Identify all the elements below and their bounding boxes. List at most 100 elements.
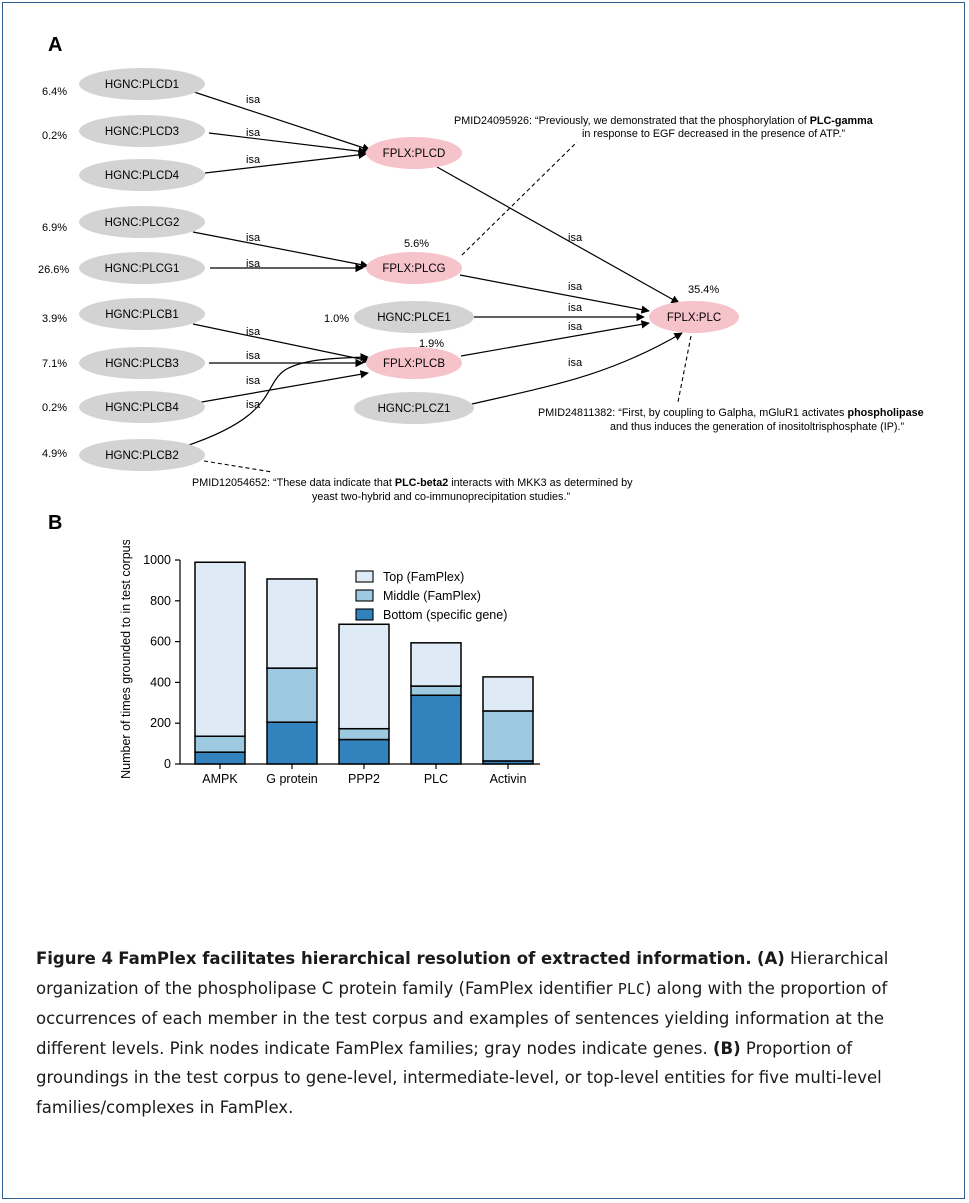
caption-a-label: (A) bbox=[756, 949, 785, 968]
edge-label: isa bbox=[246, 399, 261, 411]
family-node-plcd bbox=[366, 137, 462, 169]
gene-node-plcg2 bbox=[79, 206, 205, 238]
gene-node-label: HGNC:PLCG2 bbox=[105, 217, 180, 229]
y-tick-label: 400 bbox=[150, 675, 171, 689]
edge-plcd1-plcd bbox=[187, 89, 371, 152]
edge-label: isa bbox=[568, 281, 583, 293]
y-tick-label: 0 bbox=[164, 757, 171, 771]
quote1-line1: PMID24095926: “Previously, we demonstrat… bbox=[454, 115, 874, 127]
quote3-line1: PMID12054652: “These data indicate that … bbox=[192, 477, 633, 489]
gene-node-label: HGNC:PLCD3 bbox=[105, 126, 179, 138]
gene-node-label: HGNC:PLCB2 bbox=[105, 450, 179, 462]
edge-plcb1-plcb bbox=[192, 323, 371, 364]
gene-node-label: HGNC:PLCG1 bbox=[105, 263, 180, 275]
x-tick-label: Activin bbox=[490, 772, 527, 786]
edge-plcd4-plcd bbox=[204, 150, 367, 174]
gene-pct: 6.4% bbox=[42, 86, 67, 98]
gene-node-plcb4 bbox=[79, 391, 205, 423]
gene-pct: 3.9% bbox=[42, 313, 67, 325]
family-node-label: FPLX:PLCD bbox=[383, 148, 446, 160]
bar-segment bbox=[266, 721, 318, 765]
edge-labels: isa isa isa isa isa isa isa isa isa isa … bbox=[246, 94, 583, 411]
chart-bars bbox=[194, 561, 534, 765]
gene-pct: 0.2% bbox=[42, 402, 67, 414]
gene-node-plcd1 bbox=[79, 68, 205, 100]
edge-plcd-plc bbox=[436, 166, 680, 304]
chart-legend: Top (FamPlex) Middle (FamPlex) Bottom (spe… bbox=[355, 570, 507, 622]
bar-segment bbox=[266, 667, 318, 723]
family-node-plc bbox=[649, 301, 739, 333]
x-tick-label: PLC bbox=[424, 772, 448, 786]
edge-plcb4-plcb bbox=[195, 370, 369, 404]
caption-a-code: PLC bbox=[617, 979, 645, 998]
caption-title: FamPlex facilitates hierarchical resolut… bbox=[118, 949, 752, 968]
gene-node-plcz1 bbox=[354, 392, 474, 424]
edge-label: isa bbox=[246, 375, 261, 387]
quote-leaders bbox=[203, 141, 692, 473]
x-tick-label: G protein bbox=[266, 772, 317, 786]
bar-segment bbox=[482, 676, 534, 712]
edge-label: isa bbox=[568, 302, 583, 314]
gene-node-label: HGNC:PLCB4 bbox=[105, 402, 179, 414]
bar-segment bbox=[338, 727, 390, 741]
edge-plcg2-plcg bbox=[192, 231, 369, 269]
legend-label: Middle (FamPlex) bbox=[383, 589, 481, 603]
family-node-label: FPLX:PLC bbox=[667, 312, 721, 324]
gene-pct: 4.9% bbox=[42, 448, 67, 460]
gene-pct: 1.0% bbox=[324, 313, 349, 325]
bar-segment bbox=[410, 694, 462, 765]
gene-node-label: HGNC:PLCZ1 bbox=[378, 403, 451, 415]
bar-segment bbox=[266, 578, 318, 669]
edge-plcb2-plcb bbox=[185, 353, 369, 447]
y-axis-label: Number of times grounded to in test corp… bbox=[119, 540, 133, 779]
edge-plcz1-plc bbox=[471, 332, 683, 405]
family-pct: 1.9% bbox=[419, 338, 444, 350]
family-node-label: FPLX:PLCB bbox=[383, 358, 445, 370]
edge-label: isa bbox=[246, 94, 261, 106]
panel-b-label: B bbox=[48, 512, 63, 534]
legend-swatch bbox=[355, 589, 374, 602]
caption-b-text: Proportion of groundings in the test cor… bbox=[36, 1038, 882, 1117]
edge-plcb-plc bbox=[460, 320, 650, 357]
gene-node-plcg1 bbox=[79, 252, 205, 284]
quote2-line1: PMID24811382: “First, by coupling to Gal… bbox=[538, 407, 924, 419]
y-tick-label: 1000 bbox=[143, 553, 171, 567]
y-tick-label: 800 bbox=[150, 594, 171, 608]
legend-swatch bbox=[355, 570, 374, 583]
legend-label: Bottom (specific gene) bbox=[383, 608, 507, 622]
bar-segment bbox=[338, 623, 390, 730]
gene-node-plcd4 bbox=[79, 159, 205, 191]
quotes: PMID24095926: “Previously, we demonstrat… bbox=[192, 115, 924, 503]
edge-label: isa bbox=[568, 232, 583, 244]
bar-segment bbox=[482, 710, 534, 762]
legend-swatch bbox=[355, 608, 374, 621]
family-node-plcg bbox=[366, 252, 462, 284]
edge-label: isa bbox=[246, 326, 261, 338]
gene-node-label: HGNC:PLCD4 bbox=[105, 170, 180, 182]
bar-segment bbox=[194, 751, 246, 765]
quote1-leader bbox=[461, 141, 578, 256]
bar-segment bbox=[194, 735, 246, 753]
edge-label: isa bbox=[568, 321, 583, 333]
edge-plcg-plc bbox=[459, 274, 650, 314]
gene-nodes: HGNC:PLCD1 HGNC:PLCD3 HGNC:PLCD4 HGNC:PL… bbox=[79, 68, 474, 471]
bar-segment bbox=[338, 738, 390, 765]
x-tick-label: PPP2 bbox=[348, 772, 380, 786]
family-nodes: FPLX:PLCD FPLX:PLCG FPLX:PLCB FPLX:PLC bbox=[366, 137, 739, 379]
quote1-line2: in response to EGF decreased in the pres… bbox=[582, 128, 845, 140]
bar-segment bbox=[194, 561, 246, 738]
edge-plcd3-plcd bbox=[208, 132, 367, 156]
x-tick-label: AMPK bbox=[202, 772, 238, 786]
y-tick-label: 600 bbox=[150, 635, 171, 649]
stacked-bar-chart: 0 200 400 600 800 1000 AMPK G protein PPP2 PLC Act… bbox=[119, 540, 540, 786]
edge-label: isa bbox=[568, 357, 583, 369]
caption-b-label: (B) bbox=[712, 1038, 741, 1058]
edge-label: isa bbox=[246, 127, 261, 139]
quote2-line2: and thus induces the generation of inosi… bbox=[610, 421, 904, 433]
edge-label: isa bbox=[246, 232, 261, 244]
chart-axes: 0 200 400 600 800 1000 AMPK G protein PPP2 PLC Act… bbox=[143, 553, 540, 786]
gene-node-label: HGNC:PLCB3 bbox=[105, 358, 179, 370]
quote2-leader bbox=[677, 335, 692, 403]
edge-label: isa bbox=[246, 258, 261, 270]
